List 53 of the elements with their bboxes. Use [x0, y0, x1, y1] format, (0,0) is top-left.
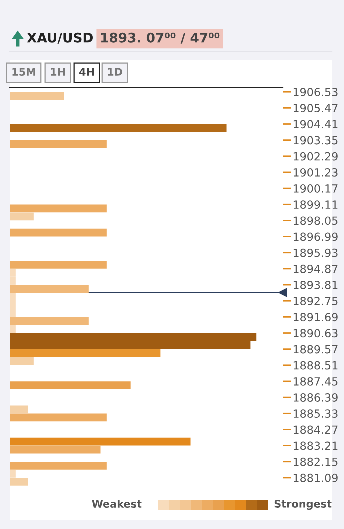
- y-tick-label: 1883.21: [294, 442, 338, 450]
- y-tick-label: 1891.69: [294, 313, 338, 322]
- y-tick-label: 1889.57: [294, 345, 338, 354]
- y-tick-label: 1890.63: [294, 329, 338, 338]
- y-tick-label: 1882.15: [294, 458, 338, 466]
- y-tick-label: 1885.33: [294, 410, 338, 418]
- bar: [10, 470, 16, 478]
- bar: [10, 438, 191, 446]
- y-tick-label: 1887.45: [294, 377, 338, 386]
- bar: [10, 357, 34, 366]
- y-tick-label: 1896.99: [294, 232, 338, 242]
- bar: [10, 446, 101, 454]
- bar: [10, 317, 89, 326]
- y-tick-label: 1900.17: [294, 184, 338, 193]
- y-tick-label: 1884.27: [294, 426, 338, 434]
- bar: [10, 92, 64, 100]
- y-tick-label: 1905.47: [294, 104, 338, 113]
- bar: [10, 228, 107, 237]
- text: 15M: [12, 68, 36, 76]
- text: 4H: [79, 68, 94, 76]
- text: 1H: [51, 68, 66, 76]
- y-tick-label: 1888.51: [294, 361, 338, 370]
- y-tick-label: 1898.05: [294, 216, 338, 226]
- y-tick-label: 1886.39: [294, 394, 338, 402]
- y-tick-label: 1894.87: [294, 264, 338, 274]
- bar: [10, 212, 34, 221]
- y-tick-label: 1892.75: [294, 297, 338, 306]
- chart-subtitle: 1893. 07⁰⁰ / 47⁰⁰: [101, 32, 220, 44]
- y-tick-label: 1904.41: [294, 120, 338, 129]
- y-tick-label: 1881.09: [294, 474, 338, 482]
- chart-title: XAU/USD: [27, 32, 93, 44]
- y-tick-label: 1901.23: [294, 168, 338, 177]
- text: Strongest: [274, 500, 332, 510]
- y-tick-label: 1902.29: [294, 152, 338, 161]
- y-tick-label: 1893.81: [294, 281, 338, 290]
- bar: [10, 382, 131, 390]
- y-tick-label: 1899.11: [294, 200, 338, 210]
- bar: [10, 204, 107, 213]
- bar: [10, 478, 28, 486]
- bar: [10, 349, 161, 358]
- bar: [10, 406, 28, 414]
- text: 1D: [108, 68, 122, 76]
- bar: [10, 462, 107, 470]
- bar: [10, 260, 107, 269]
- bar: [10, 140, 107, 148]
- bar: [10, 414, 107, 422]
- y-tick-label: 1906.53: [294, 88, 338, 96]
- bar: [10, 124, 227, 132]
- y-tick-label: 1895.93: [294, 248, 338, 258]
- y-tick-label: 1903.35: [294, 136, 338, 145]
- bar: [10, 325, 16, 334]
- text: Weakest: [92, 500, 142, 508]
- bar: [10, 285, 89, 293]
